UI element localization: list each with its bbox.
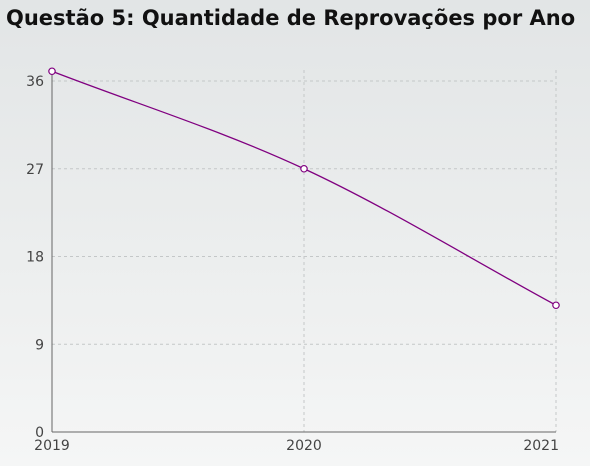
x-tick-label: 2020 — [286, 438, 322, 454]
data-point — [300, 164, 308, 173]
axes — [51, 70, 556, 433]
grid-lines — [52, 70, 557, 432]
y-tick-label: 18 — [26, 250, 44, 266]
y-tick-label: 9 — [35, 337, 44, 353]
y-tick-label: 36 — [26, 74, 44, 90]
data-point — [552, 301, 560, 310]
y-tick-label: 27 — [26, 162, 44, 178]
y-tick-label: 0 — [35, 425, 44, 441]
y-axis-ticks: 0 9 18 27 36 — [26, 74, 44, 441]
chart-title: Questão 5: Quantidade de Reprovações por… — [6, 6, 576, 30]
x-tick-label: 2021 — [523, 438, 559, 454]
series-group — [48, 67, 560, 310]
x-tick-label: 2019 — [34, 438, 70, 454]
x-axis-ticks: 2019 2020 2021 — [34, 438, 559, 454]
data-point — [48, 67, 56, 76]
